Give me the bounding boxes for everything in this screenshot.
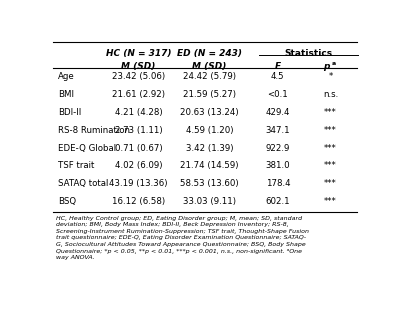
- Text: 21.61 (2.92): 21.61 (2.92): [112, 90, 165, 99]
- Text: ***: ***: [324, 161, 337, 170]
- Text: 4.21 (4.28): 4.21 (4.28): [114, 108, 162, 117]
- Text: 922.9: 922.9: [266, 144, 290, 153]
- Text: RS-8 Rumination: RS-8 Rumination: [58, 126, 130, 135]
- Text: TSF trait: TSF trait: [58, 161, 94, 170]
- Text: 21.59 (5.27): 21.59 (5.27): [183, 90, 236, 99]
- Text: a: a: [332, 61, 336, 66]
- Text: ED (N = 243): ED (N = 243): [177, 49, 242, 58]
- Text: 20.63 (13.24): 20.63 (13.24): [180, 108, 239, 117]
- Text: p: p: [323, 62, 329, 71]
- Text: 23.42 (5.06): 23.42 (5.06): [112, 72, 165, 81]
- Text: 33.03 (9.11): 33.03 (9.11): [183, 197, 236, 206]
- Text: ***: ***: [324, 179, 337, 188]
- Text: 347.1: 347.1: [266, 126, 290, 135]
- Text: HC, Healthy Control group; ED, Eating Disorder group; M, mean; SD, standard
devi: HC, Healthy Control group; ED, Eating Di…: [56, 216, 309, 260]
- Text: BDI-II: BDI-II: [58, 108, 81, 117]
- Text: 602.1: 602.1: [266, 197, 290, 206]
- Text: HC (N = 317): HC (N = 317): [106, 49, 171, 58]
- Text: 178.4: 178.4: [266, 179, 290, 188]
- Text: 429.4: 429.4: [266, 108, 290, 117]
- Text: n.s.: n.s.: [323, 90, 338, 99]
- Text: BMI: BMI: [58, 90, 74, 99]
- Text: F: F: [275, 62, 281, 71]
- Text: 3.42 (1.39): 3.42 (1.39): [186, 144, 234, 153]
- Text: 2.73 (1.11): 2.73 (1.11): [114, 126, 162, 135]
- Text: 58.53 (13.60): 58.53 (13.60): [180, 179, 239, 188]
- Text: ***: ***: [324, 144, 337, 153]
- Text: *: *: [328, 72, 333, 81]
- Text: 4.5: 4.5: [271, 72, 285, 81]
- Text: 381.0: 381.0: [266, 161, 290, 170]
- Text: Age: Age: [58, 72, 74, 81]
- Text: ***: ***: [324, 197, 337, 206]
- Text: Statistics: Statistics: [285, 49, 333, 58]
- Text: ***: ***: [324, 108, 337, 117]
- Text: 0.71 (0.67): 0.71 (0.67): [114, 144, 162, 153]
- Text: BSQ: BSQ: [58, 197, 76, 206]
- Text: <0.1: <0.1: [268, 90, 288, 99]
- Text: M (SD): M (SD): [121, 62, 156, 71]
- Text: 21.74 (14.59): 21.74 (14.59): [180, 161, 239, 170]
- Text: 4.59 (1.20): 4.59 (1.20): [186, 126, 234, 135]
- Text: 43.19 (13.36): 43.19 (13.36): [109, 179, 168, 188]
- Text: 4.02 (6.09): 4.02 (6.09): [114, 161, 162, 170]
- Text: 16.12 (6.58): 16.12 (6.58): [112, 197, 165, 206]
- Text: EDE-Q Global: EDE-Q Global: [58, 144, 116, 153]
- Text: ***: ***: [324, 126, 337, 135]
- Text: 24.42 (5.79): 24.42 (5.79): [183, 72, 236, 81]
- Text: M (SD): M (SD): [192, 62, 227, 71]
- Text: SATAQ total: SATAQ total: [58, 179, 108, 188]
